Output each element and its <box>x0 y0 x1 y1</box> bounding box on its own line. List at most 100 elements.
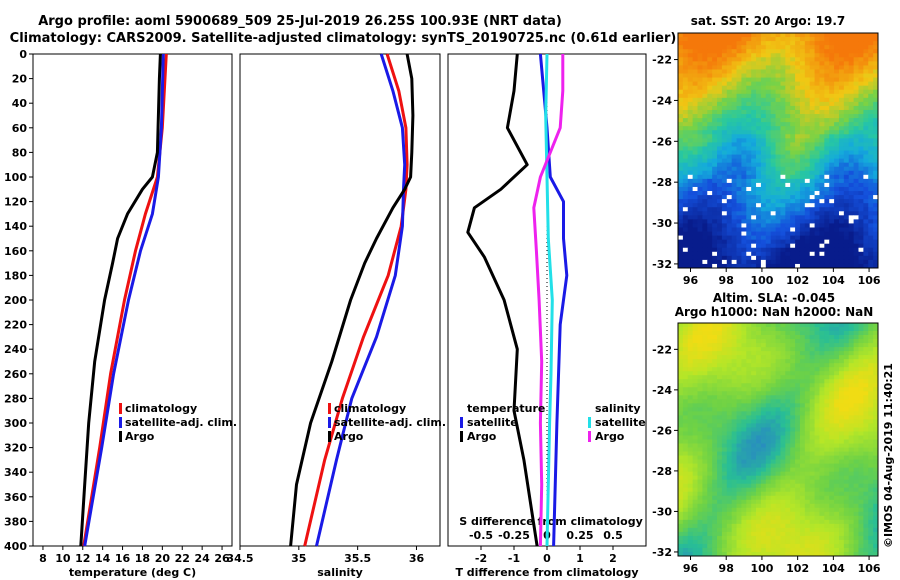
map-cell <box>702 191 708 196</box>
map-cell <box>731 182 737 188</box>
map-cell <box>809 182 815 188</box>
map-cell <box>824 138 830 143</box>
map-cell <box>785 339 791 344</box>
map-cell <box>712 215 718 220</box>
map-cell <box>863 142 869 147</box>
map-cell <box>795 399 801 404</box>
map-cell <box>717 515 723 521</box>
map-cell <box>741 403 747 408</box>
map-cell <box>741 41 747 46</box>
map-cell <box>868 359 874 364</box>
map-cell <box>775 475 781 481</box>
map-cell <box>799 499 806 505</box>
map-cell <box>868 182 874 188</box>
map-cell <box>868 383 874 388</box>
map-cell <box>838 243 845 249</box>
map-cell <box>712 89 718 95</box>
map-cell <box>687 515 694 521</box>
map-cell <box>868 255 874 261</box>
map-cell <box>863 515 869 521</box>
map-cell <box>751 142 757 147</box>
map-cell <box>843 331 850 336</box>
map-cell <box>795 53 801 58</box>
map-cell <box>741 138 747 143</box>
map-cell <box>785 439 791 444</box>
map-cell <box>731 379 737 384</box>
map-cell <box>682 383 689 388</box>
map-cell <box>824 515 830 521</box>
map-cell <box>829 483 835 489</box>
map-cell <box>843 367 850 372</box>
map-cell <box>790 515 796 521</box>
map-cell <box>731 126 737 131</box>
map-cell <box>843 515 850 521</box>
map-cell <box>678 467 684 473</box>
map-cell <box>829 105 835 111</box>
map-cell <box>814 105 820 111</box>
map-cell <box>702 375 708 380</box>
map-cell <box>819 527 825 533</box>
map-cell <box>760 339 767 344</box>
map-cell <box>765 399 772 404</box>
map-cell <box>712 69 718 74</box>
map-cell <box>795 97 801 103</box>
map-cell <box>843 227 850 232</box>
map-cell <box>697 97 703 103</box>
map-cell <box>687 69 694 74</box>
map-cell <box>721 186 728 192</box>
map-cell <box>721 150 728 155</box>
map-cell <box>770 407 776 412</box>
map-cell <box>814 463 820 469</box>
map-cell <box>780 355 786 360</box>
map-cell <box>756 535 762 541</box>
map-cell <box>731 551 737 557</box>
map-cell <box>702 85 708 91</box>
map-cell <box>838 543 845 549</box>
map-cell <box>736 69 742 74</box>
map-cell <box>829 519 835 525</box>
map-cell <box>873 146 879 151</box>
map-cell <box>712 251 718 257</box>
map-cell <box>863 431 869 436</box>
map-cell <box>843 471 850 477</box>
map-cell <box>712 154 718 159</box>
map-cell <box>795 174 801 180</box>
map-cell <box>809 335 815 340</box>
map-cell <box>834 435 840 440</box>
map-cell <box>726 53 733 58</box>
map-cell <box>795 503 801 509</box>
map-cell <box>863 379 869 384</box>
map-cell <box>760 65 767 70</box>
map-cell <box>726 207 733 212</box>
map-cell <box>834 423 840 428</box>
map-cell <box>678 355 684 360</box>
map-cell <box>726 335 733 340</box>
map-cell <box>829 387 835 392</box>
map-cell <box>751 359 757 364</box>
map-cell <box>712 451 718 456</box>
map-cell <box>814 191 820 196</box>
map-cell <box>858 443 864 448</box>
map-cell <box>731 467 737 473</box>
map-cell <box>829 227 835 232</box>
map-cell <box>707 403 713 408</box>
map-cell <box>765 170 772 176</box>
map-cell <box>775 443 781 448</box>
map-cell <box>834 130 840 135</box>
map-cell <box>731 199 737 204</box>
map-cell <box>863 327 869 332</box>
map-cell <box>770 227 776 232</box>
map-cell <box>824 479 830 485</box>
map-cell <box>829 399 835 404</box>
map-cell <box>702 239 708 245</box>
map-cell <box>721 207 728 212</box>
map-cell <box>863 174 869 180</box>
map-cell <box>843 231 850 236</box>
map-cell <box>760 219 767 224</box>
map-cell <box>858 375 864 380</box>
map-cell <box>858 499 864 505</box>
map-cell <box>853 105 859 111</box>
map-cell <box>790 207 796 212</box>
map-cell <box>873 391 879 396</box>
map-cell <box>741 178 747 184</box>
